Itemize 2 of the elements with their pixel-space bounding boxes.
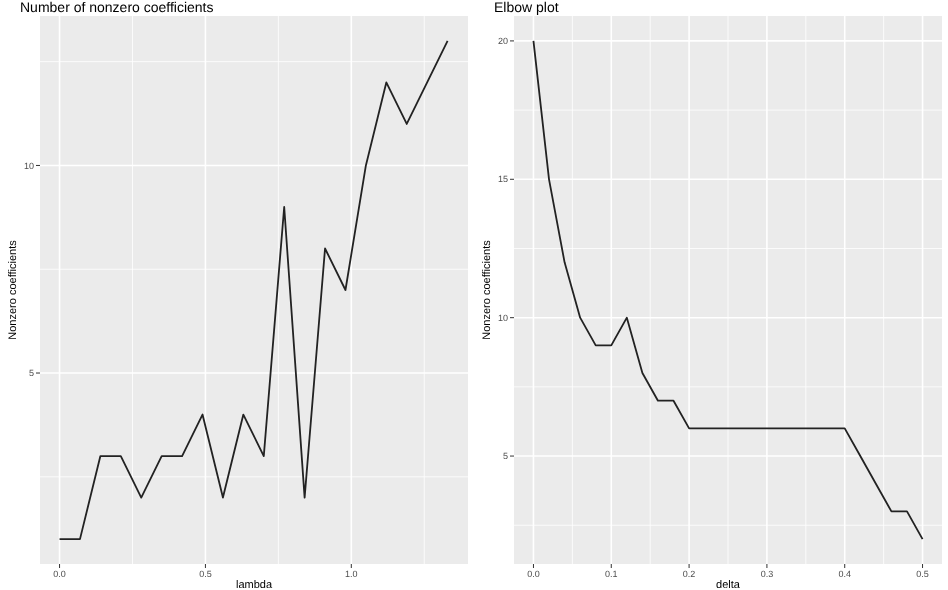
line-series <box>58 40 449 540</box>
line-series <box>532 40 924 540</box>
